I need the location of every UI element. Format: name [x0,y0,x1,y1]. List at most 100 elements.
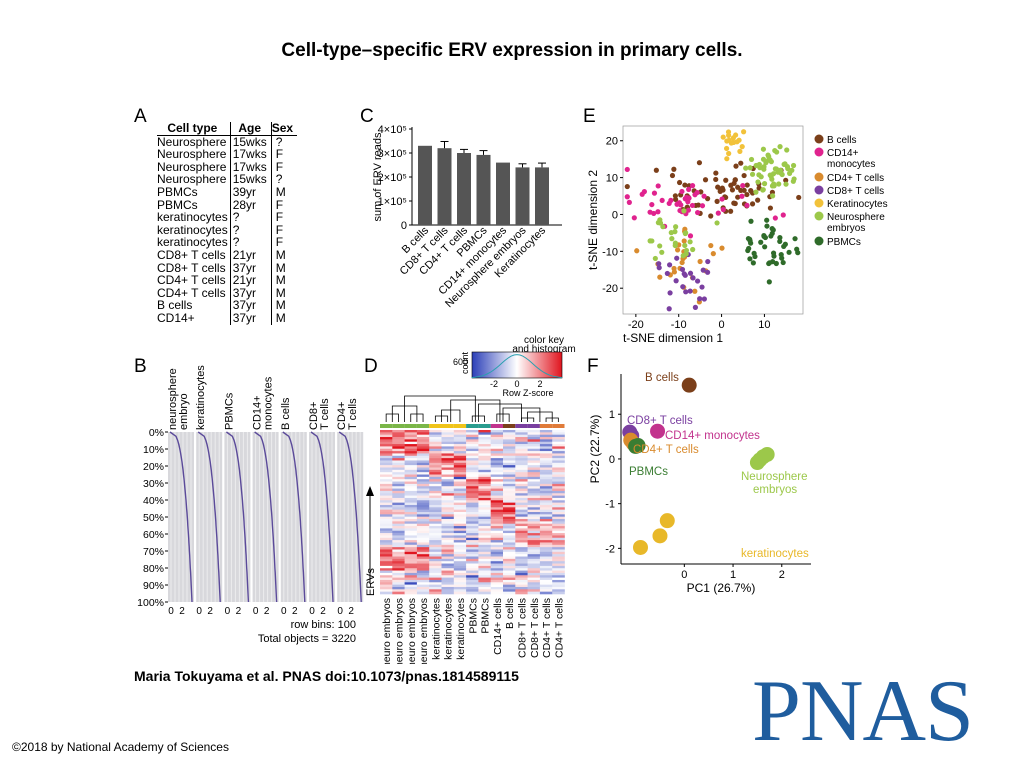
heatmap-cell [404,462,418,466]
heatmap-cell [392,579,405,583]
heatmap-cell [527,563,541,567]
scatter-point [671,269,678,275]
heatmap-cell [539,446,553,450]
heatmap-cell [380,509,393,513]
color-key-subtitle: and histogram [512,344,575,355]
heatmap-cell [539,490,553,494]
color-key-ylabel: count [460,351,470,374]
heatmap-cell [539,453,553,457]
heatmap-cell [552,495,565,499]
heatmap-cell [515,570,528,574]
heatmap-cell [441,572,455,576]
heatmap-cell [453,469,467,473]
scatter-point [753,189,759,195]
age-cell: 28yr [230,198,272,212]
heatmap-cell [515,526,528,529]
scatter-point [656,265,662,271]
color-key-ytick: 600 [453,357,468,367]
scatter-point [673,224,679,230]
scatter-point [673,278,679,284]
scatter-point [745,247,751,254]
heatmap-cell [466,528,479,532]
heatmap-cell [404,535,418,539]
heatmap-cell [515,500,528,503]
heatmap-cell [503,544,516,548]
heatmap-cell [392,455,405,459]
heatmap-cell [515,462,528,466]
heatmap-cell [416,434,430,438]
heatmap-cell [490,455,504,459]
column-header-cell-type: Cell type [157,122,231,136]
heatmap-cell [392,521,405,525]
scatter-point [729,187,736,193]
heatmap-cell [404,570,418,574]
column-group-bar [453,424,467,428]
pca-point [652,528,668,544]
heatmap-cell [380,437,393,440]
heatmap-cell [392,432,405,435]
heatmap-cell [453,586,467,590]
heatmap-cell [503,549,516,553]
scatter-point [674,255,680,261]
scatter-point [659,249,665,255]
x-tick-label: 0 [168,606,174,617]
scatter-point [686,195,692,201]
scatter-point [700,267,706,273]
heatmap-cell [539,439,553,443]
x-tick-label: 0 [281,606,287,617]
age-cell: ? [230,236,272,249]
heatmap-cell [466,504,479,508]
scatter-point [747,256,753,262]
heatmap-cell [503,472,516,475]
heatmap-cell [392,526,405,529]
heatmap-cell [552,575,565,578]
panel-label-d: D [364,356,378,377]
heatmap-cell [429,502,442,506]
heatmap-cell [552,451,565,454]
heatmap-cell [416,570,430,574]
heatmap-cell [552,523,565,527]
heatmap-cell [478,439,491,443]
table-row: keratinocytes? F [157,224,297,237]
heatmap-cell [429,577,442,581]
heatmap-cell [380,519,393,522]
heatmap-cell [429,591,442,595]
scatter-point [735,194,741,200]
heatmap-cell [441,526,455,529]
cell-type-cell: keratinocytes [157,211,231,224]
heatmap-cell [380,453,393,457]
sex-cell: ? [275,134,283,149]
row-axis-label: ERVs [365,568,377,596]
heatmap-cell [539,465,553,468]
heatmap-cell [490,444,504,447]
heatmap-cell [478,469,491,473]
column-label: neuro embryos [381,598,393,664]
heatmap-cell [429,509,442,513]
heatmap-cell [466,509,479,513]
heatmap-cell [478,507,491,510]
heatmap-cell [429,472,442,475]
scatter-point [760,187,766,193]
heatmap-cell [478,434,491,438]
heatmap-cell [416,446,430,450]
heatmap-cell [527,530,541,534]
cell-type-cell: keratinocytes [157,224,231,237]
heatmap-cell [404,556,418,560]
heatmap-cell [539,542,553,546]
heatmap-cell [441,540,455,543]
heatmap-cell [380,434,393,438]
scatter-point [694,209,701,216]
heatmap-cell [416,497,430,501]
heatmap-cell [478,586,491,590]
heatmap-cell [441,502,455,506]
heatmap-cell [392,514,405,517]
column-label: CD8+ T cells [516,598,528,658]
scatter-point [702,177,709,183]
heatmap-cell [552,474,565,478]
scatter-point [713,176,719,183]
heatmap-cell [527,432,541,435]
heatmap-cell [392,451,405,454]
age-cell: 21yr [230,274,272,287]
heatmap-cell [453,451,467,454]
scatter-point [761,232,767,239]
